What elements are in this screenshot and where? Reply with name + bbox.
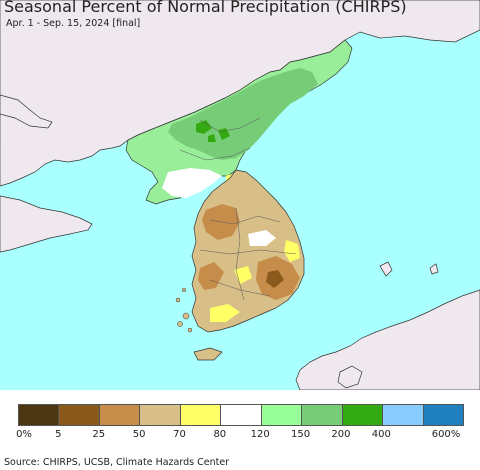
legend-swatch — [383, 405, 424, 425]
legend-tick-label: 120 — [250, 429, 270, 440]
legend-colorbar — [18, 404, 464, 426]
legend-swatch — [342, 405, 384, 425]
north-korea-normal-zone — [162, 168, 222, 198]
legend-swatch — [423, 405, 463, 425]
legend-tick-label: 150 — [290, 429, 311, 440]
legend-tick-label: 600% — [431, 429, 461, 440]
map-title: Seasonal Percent of Normal Precipitation… — [4, 0, 407, 16]
legend-swatch — [19, 405, 60, 425]
legend-tick-label: 200 — [331, 429, 351, 440]
legend-swatch — [59, 405, 100, 425]
map-subtitle: Apr. 1 - Sep. 15, 2024 [final] — [6, 18, 141, 29]
precipitation-map — [0, 0, 480, 391]
legend-tick-label: 0% — [16, 429, 32, 440]
south-korea-below-normal-east — [284, 240, 300, 262]
legend-tick-label: 80 — [213, 429, 227, 440]
south-korea-driest-patch — [266, 270, 284, 288]
south-korea-normal-patch — [248, 230, 276, 246]
south-korea-below-normal-south — [210, 304, 240, 322]
japan-island-small — [429, 263, 439, 275]
legend-tick-label: 25 — [92, 429, 106, 440]
legend-swatch — [221, 405, 262, 425]
legend-tick-label: 70 — [173, 429, 186, 440]
map-area — [0, 0, 480, 391]
south-korea-dry-zone-southwest — [198, 262, 224, 290]
province-borders — [179, 117, 297, 301]
legend-swatch — [99, 405, 141, 425]
jeju-island — [193, 347, 223, 361]
source-credit: Source: CHIRPS, UCSB, Climate Hazards Ce… — [4, 457, 230, 468]
japan — [295, 289, 480, 391]
legend-tick-label: 50 — [132, 429, 146, 440]
north-korea-wettest-spots — [196, 120, 230, 142]
japan-kyushu — [337, 365, 363, 389]
liaodong-peninsula — [0, 94, 53, 129]
japan-island-north — [379, 261, 393, 277]
legend-swatch — [302, 405, 343, 425]
legend-swatch — [140, 405, 181, 425]
legend-tick-label: 5 — [55, 429, 62, 440]
north-korea-wet-zone — [168, 68, 318, 160]
legend-swatch — [261, 405, 303, 425]
legend-tick-label: 400 — [371, 429, 391, 440]
shandong-peninsula — [0, 195, 93, 253]
legend-swatch — [180, 405, 222, 425]
southwest-islands — [175, 287, 193, 333]
